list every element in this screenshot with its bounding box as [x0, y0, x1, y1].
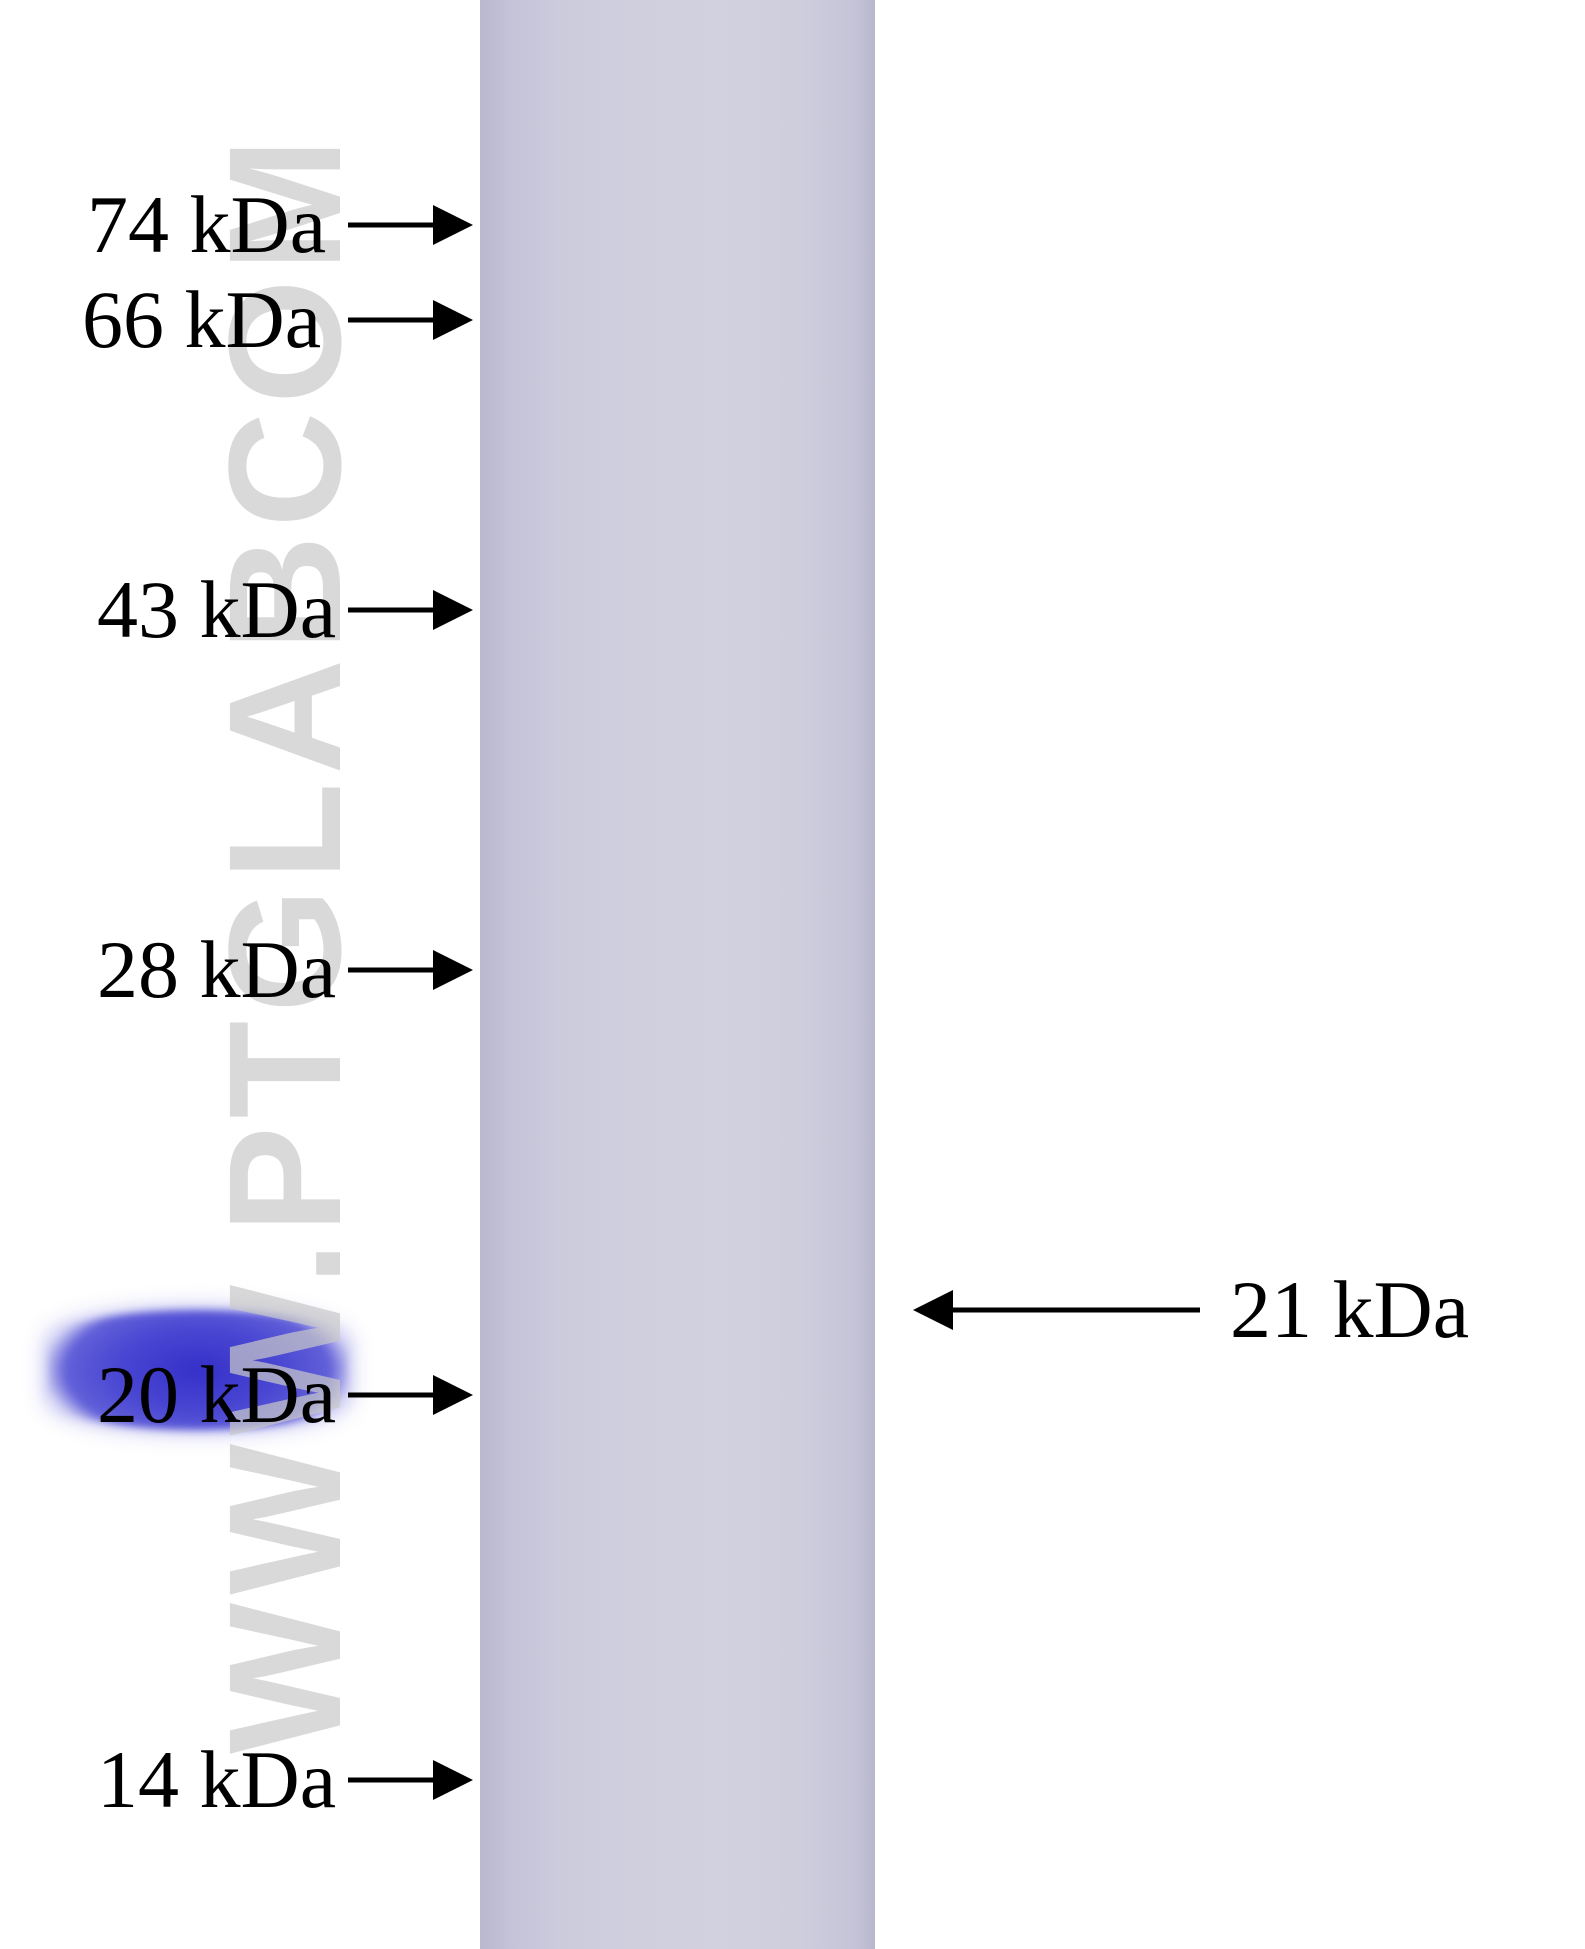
- marker-66kda: 66 kDa: [82, 279, 321, 361]
- marker-74kda: 74 kDa: [87, 184, 326, 266]
- marker-28kda: 28 kDa: [97, 929, 336, 1011]
- marker-14kda: 14 kDa: [97, 1739, 336, 1821]
- marker-43kda: 43 kDa: [97, 569, 336, 651]
- marker-21kda: 21 kDa: [1230, 1269, 1469, 1351]
- gel-image: WWW.PTGLABCOM 74 kDa 66 kDa 43 kDa 28 kD…: [0, 0, 1585, 1949]
- marker-20kda: 20 kDa: [97, 1354, 336, 1436]
